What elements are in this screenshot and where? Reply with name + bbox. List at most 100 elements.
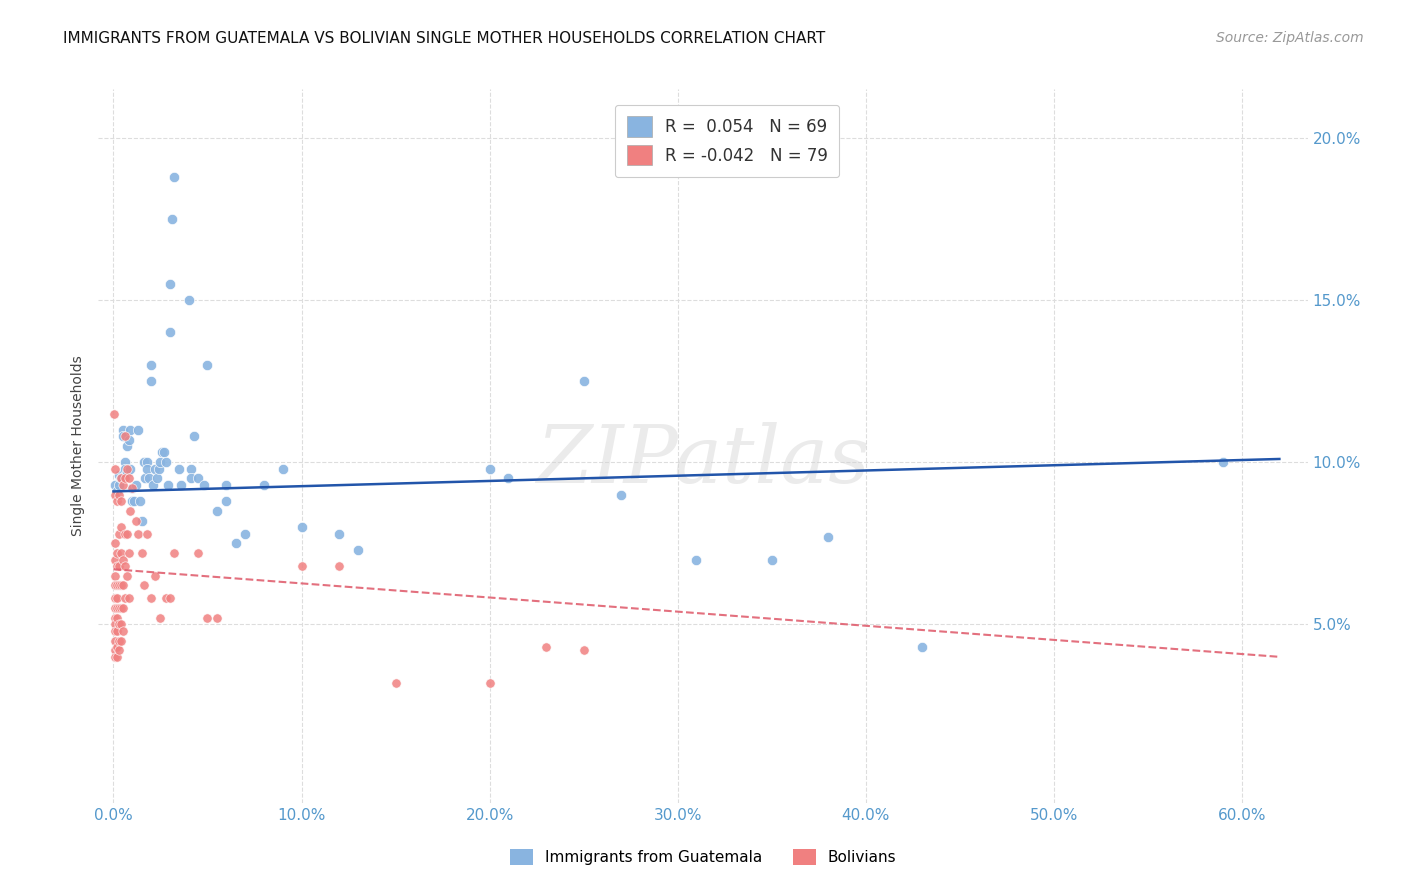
Point (290, 520, 312, 534)
Point (114, 526, 136, 541)
Point (121, 494, 143, 508)
Point (105, 601, 128, 615)
Text: IMMIGRANTS FROM GUATEMALA VS BOLIVIAN SINGLE MOTHER HOUSEHOLDS CORRELATION CHART: IMMIGRANTS FROM GUATEMALA VS BOLIVIAN SI… (63, 31, 825, 46)
Point (115, 439, 138, 453)
Point (145, 471, 167, 485)
Point (122, 494, 145, 508)
Point (110, 578, 132, 592)
Point (104, 611, 127, 625)
Point (125, 478, 148, 492)
Point (347, 542, 370, 557)
Point (132, 455, 155, 469)
Point (159, 591, 181, 606)
Point (111, 624, 134, 638)
Point (271, 461, 294, 475)
Point (108, 617, 131, 632)
Point (110, 601, 132, 615)
Point (117, 471, 139, 485)
Point (142, 478, 165, 492)
Point (104, 601, 127, 615)
Point (128, 494, 150, 508)
Point (105, 640, 128, 654)
Point (104, 552, 127, 566)
Point (105, 649, 128, 664)
Point (104, 478, 127, 492)
Point (104, 643, 127, 657)
Point (111, 601, 134, 615)
Point (149, 455, 172, 469)
Point (110, 617, 132, 632)
Point (139, 374, 162, 388)
Point (911, 640, 934, 654)
Point (534, 640, 557, 654)
Point (104, 488, 127, 502)
Point (105, 494, 128, 508)
Point (103, 407, 125, 421)
Point (104, 536, 127, 550)
Point (225, 536, 247, 550)
Point (105, 624, 128, 638)
Point (105, 546, 128, 560)
Point (125, 514, 148, 528)
Point (105, 611, 128, 625)
Point (139, 358, 162, 372)
Point (104, 617, 127, 632)
Point (159, 277, 181, 291)
Point (156, 478, 179, 492)
Point (162, 169, 184, 184)
Point (104, 591, 127, 606)
Point (104, 624, 127, 638)
Point (183, 429, 205, 443)
Point (328, 526, 350, 541)
Point (114, 429, 136, 443)
Point (169, 461, 191, 475)
Text: Source: ZipAtlas.com: Source: ZipAtlas.com (1216, 31, 1364, 45)
Legend: R =  0.054   N = 69, R = -0.042   N = 79: R = 0.054 N = 69, R = -0.042 N = 79 (614, 104, 839, 177)
Point (187, 546, 209, 560)
Point (105, 559, 128, 574)
Point (108, 468, 131, 483)
Point (131, 546, 153, 560)
Point (120, 504, 142, 518)
Y-axis label: Single Mother Households: Single Mother Households (72, 356, 86, 536)
Point (136, 455, 159, 469)
Point (197, 358, 219, 372)
Point (177, 293, 200, 307)
Point (150, 445, 173, 459)
Point (108, 488, 131, 502)
Point (193, 478, 215, 492)
Point (108, 578, 131, 592)
Point (115, 526, 138, 541)
Point (131, 514, 153, 528)
Point (114, 455, 136, 469)
Point (104, 649, 127, 664)
Point (105, 591, 128, 606)
Point (148, 461, 170, 475)
Point (108, 643, 131, 657)
Point (117, 591, 139, 606)
Point (121, 481, 143, 495)
Point (108, 559, 131, 574)
Point (134, 471, 156, 485)
Point (120, 461, 142, 475)
Point (384, 675, 406, 690)
Point (170, 478, 193, 492)
Point (111, 478, 134, 492)
Point (110, 471, 132, 485)
Point (205, 504, 228, 518)
Point (108, 478, 131, 492)
Point (117, 546, 139, 560)
Point (197, 611, 219, 625)
Point (159, 326, 181, 340)
Point (110, 546, 132, 560)
Point (104, 568, 127, 582)
Point (121, 481, 143, 495)
Point (328, 559, 350, 574)
Point (114, 591, 136, 606)
Point (143, 568, 166, 582)
Point (111, 429, 134, 443)
Point (120, 423, 142, 437)
Point (139, 591, 162, 606)
Point (110, 494, 132, 508)
Point (110, 633, 132, 648)
